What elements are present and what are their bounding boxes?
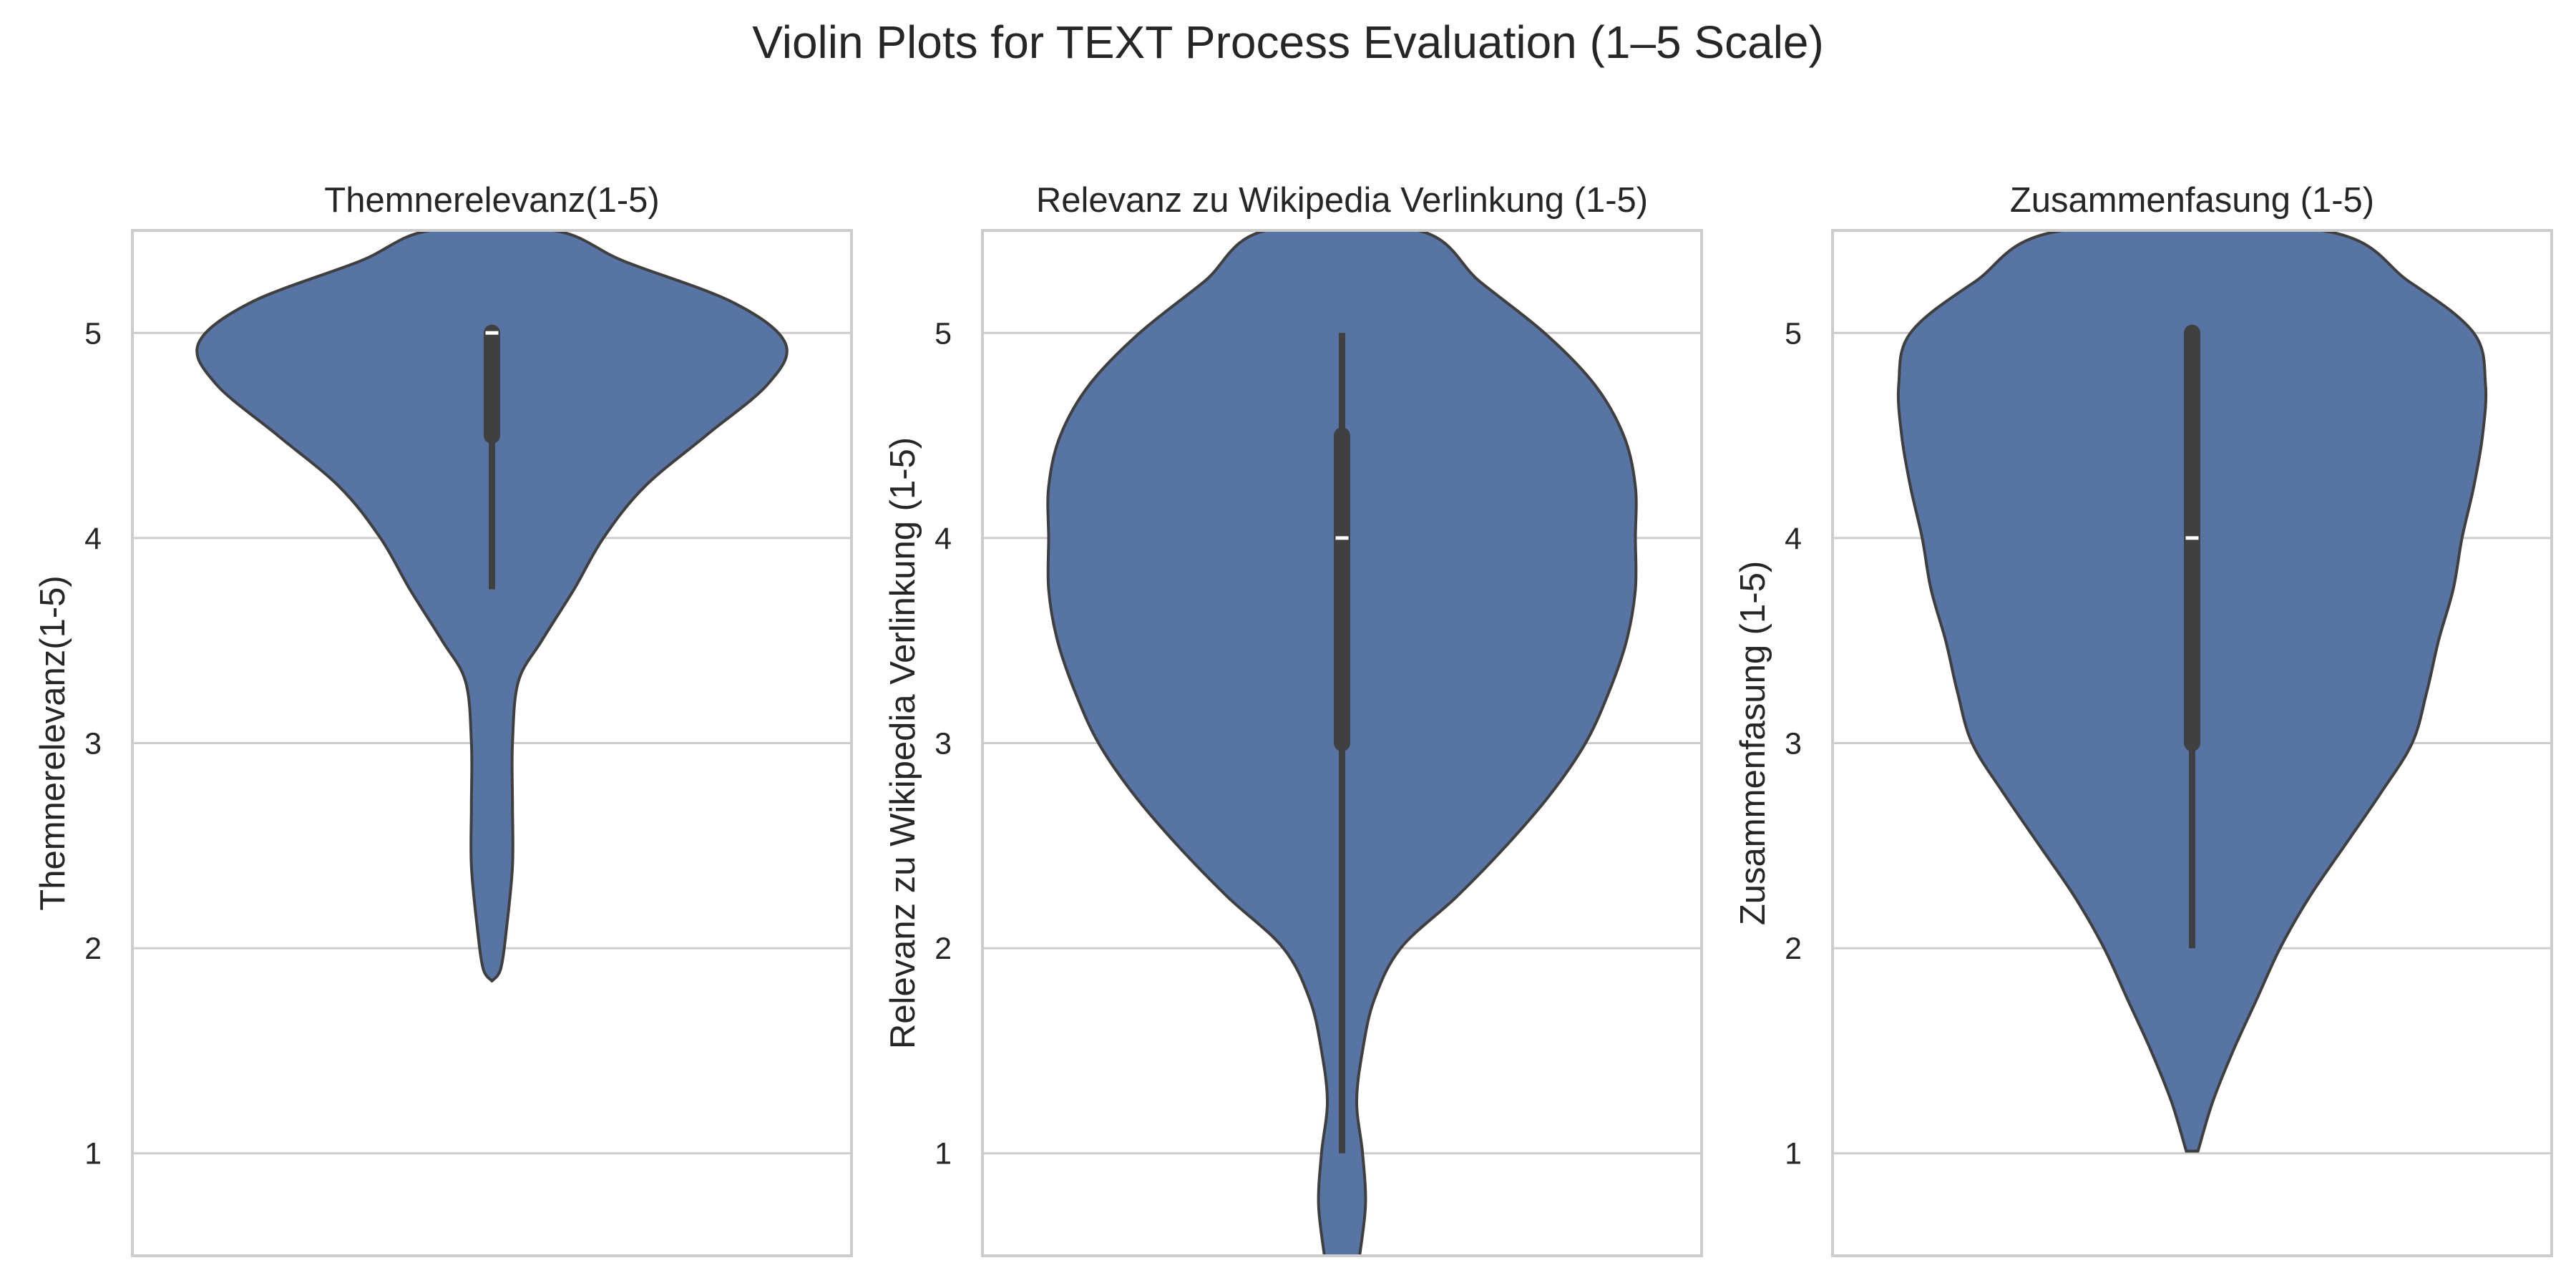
- subplot-title: Zusammenfasung (1-5): [2010, 181, 2374, 220]
- y-tick-labels: 1 2 3 4 5: [84, 316, 102, 1171]
- y-tick-label: 4: [84, 522, 102, 556]
- subplot-title: Relevanz zu Wikipedia Verlinkung (1-5): [1036, 181, 1648, 220]
- subplot-relevanz-wikipedia: 1 2 3 4 5 Relevanz zu Wikipedia Verlinkung (…: [884, 181, 1703, 1257]
- y-axis-label: Zusammenfasung (1-5): [1734, 561, 1772, 925]
- violin-body: [195, 230, 789, 982]
- y-tick-label: 5: [1785, 316, 1802, 351]
- plot-frame: [1831, 229, 2553, 1257]
- violin-layer: [195, 230, 789, 982]
- y-tick-label: 2: [935, 932, 952, 966]
- plot-frame: [131, 229, 853, 1257]
- y-tick-label: 4: [935, 522, 952, 556]
- y-tick-label: 1: [84, 1137, 102, 1171]
- y-tick-label: 1: [1785, 1137, 1802, 1171]
- y-tick-label: 3: [1785, 727, 1802, 761]
- subplot-zusammenfasung: 1 2 3 4 5 Zusammenfasung (1-5) Zusammenfasun…: [1734, 181, 2553, 1257]
- violin-layer: [1896, 230, 2488, 1153]
- y-tick-label: 3: [84, 727, 102, 761]
- figure-title: Violin Plots for TEXT Process Evaluation…: [752, 16, 1824, 68]
- y-tick-label: 5: [84, 316, 102, 351]
- subplot-themnerelevanz: 1 2 3 4 5 Themnerelevanz(1-5) Themnerelevanz…: [34, 181, 853, 1257]
- y-tick-label: 2: [1785, 932, 1802, 966]
- y-axis-label: Themnerelevanz(1-5): [34, 575, 72, 910]
- violin-layer: [1046, 230, 1638, 1256]
- y-tick-label: 3: [935, 727, 952, 761]
- plot-frame: [981, 229, 1703, 1257]
- y-tick-label: 2: [84, 932, 102, 966]
- y-tick-labels: 1 2 3 4 5: [935, 316, 952, 1171]
- y-tick-label: 5: [935, 316, 952, 351]
- subplot-title: Themnerelevanz(1-5): [324, 181, 659, 220]
- y-tick-label: 1: [935, 1137, 952, 1171]
- y-tick-labels: 1 2 3 4 5: [1785, 316, 1802, 1171]
- y-tick-label: 4: [1785, 522, 1802, 556]
- y-axis-label: Relevanz zu Wikipedia Verlinkung (1-5): [884, 437, 922, 1049]
